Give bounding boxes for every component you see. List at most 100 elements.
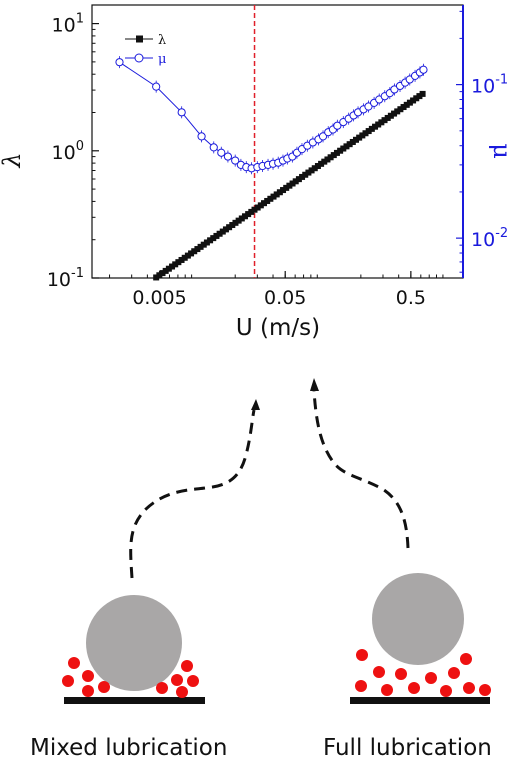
x-tick-label: 0.005 <box>132 287 186 309</box>
x-tick-label: 0.05 <box>264 287 306 309</box>
particle <box>381 684 393 696</box>
left-tick-label: 100 <box>52 139 84 164</box>
lambda-point <box>333 149 340 156</box>
lambda-point <box>207 237 214 244</box>
lambda-point <box>384 114 391 121</box>
lambda-point <box>311 165 318 172</box>
lambda-point <box>200 241 207 248</box>
lambda-point <box>352 136 359 143</box>
lambda-point <box>400 104 407 111</box>
lambda-point <box>165 265 172 272</box>
left-tick-label: 10-1 <box>47 266 84 291</box>
left-y-axis-label: λ <box>0 152 26 168</box>
lambda-point <box>216 230 223 237</box>
particle <box>82 685 94 697</box>
lambda-point <box>248 208 255 215</box>
lambda-point <box>261 200 268 207</box>
lambda-point <box>410 97 417 104</box>
lambda-point <box>172 261 179 268</box>
lambda-point <box>314 163 321 170</box>
particle <box>62 675 74 687</box>
lambda-point <box>337 147 344 154</box>
legend: λμ <box>125 33 166 67</box>
mixed-lubrication-caption: Mixed lubrication <box>30 735 228 761</box>
mu-point <box>197 132 206 141</box>
particle <box>356 649 368 661</box>
particle <box>460 653 472 665</box>
particle <box>373 666 385 678</box>
particle <box>181 660 193 672</box>
particle <box>176 686 188 698</box>
mu-point <box>231 156 240 165</box>
lambda-point <box>229 222 236 229</box>
lambda-point <box>349 138 356 145</box>
particle <box>479 684 491 696</box>
lambda-point <box>308 167 315 174</box>
lambda-point <box>203 239 210 246</box>
right-tick-label: 10-1 <box>471 73 508 98</box>
lambda-point <box>194 246 201 253</box>
mu-point <box>333 121 342 130</box>
mu-point <box>217 148 226 157</box>
lambda-point <box>413 95 420 102</box>
lambda-point <box>321 158 328 165</box>
lubrication-diagram <box>62 378 491 704</box>
lambda-point <box>280 187 287 194</box>
lambda-point <box>368 125 375 132</box>
particle <box>395 668 407 680</box>
arrow-mixed <box>129 399 260 579</box>
right-tick-label: 10-2 <box>471 226 508 251</box>
lambda-point <box>340 145 347 152</box>
lambda-point <box>359 132 366 139</box>
lambda-point <box>238 215 245 222</box>
lambda-point <box>327 154 334 161</box>
lambda-point <box>378 119 385 126</box>
lambda-point <box>235 217 242 224</box>
full-surface <box>350 697 490 704</box>
legend-mu-marker <box>134 53 144 63</box>
particle <box>463 682 475 694</box>
particle <box>171 674 183 686</box>
mu-point <box>419 65 428 74</box>
lambda-point <box>273 191 280 198</box>
lambda-point <box>241 213 248 220</box>
legend-mu-label: μ <box>158 52 166 67</box>
lambda-point <box>222 226 229 233</box>
lambda-point <box>299 173 306 180</box>
lambda-point <box>232 219 239 226</box>
lambda-point <box>343 143 350 150</box>
lambda-point <box>391 110 398 117</box>
lambda-point <box>210 235 217 242</box>
particle <box>440 685 452 697</box>
x-axis-label: U (m/s) <box>236 315 320 341</box>
lambda-point <box>365 128 372 135</box>
mixed-surface <box>64 697 205 704</box>
lambda-point <box>213 232 220 239</box>
lambda-point <box>356 134 363 141</box>
legend-lambda-marker <box>136 35 143 43</box>
mixed-lubrication-setup <box>62 595 205 704</box>
lambda-point <box>330 152 337 159</box>
lambda-point <box>387 112 394 119</box>
legend-lambda-label: λ <box>158 33 166 48</box>
lambda-point <box>289 180 296 187</box>
particle <box>355 680 367 692</box>
lambda-point <box>251 206 258 213</box>
mixed-particles <box>62 657 199 698</box>
plot-frame <box>91 4 464 279</box>
lambda-point <box>191 248 198 255</box>
lambda-point <box>346 141 353 148</box>
particle <box>68 657 80 669</box>
lambda-point <box>419 90 426 97</box>
lambda-point <box>283 184 290 191</box>
mu-point <box>364 102 373 111</box>
lambda-point <box>162 267 169 274</box>
lambda-point <box>219 228 226 235</box>
lambda-point <box>286 182 293 189</box>
lambda-point <box>254 204 261 211</box>
lambda-point <box>226 224 233 231</box>
full-particles <box>355 649 491 697</box>
mu-point <box>115 58 124 67</box>
mu-point <box>223 152 233 161</box>
particle <box>156 682 168 694</box>
